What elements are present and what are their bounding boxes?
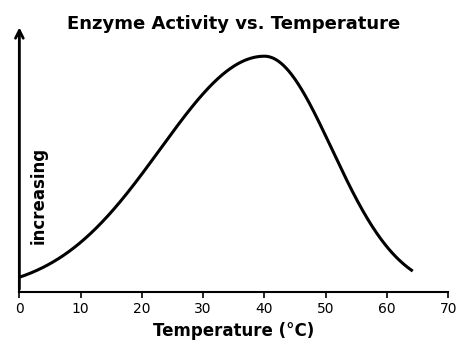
Title: Enzyme Activity vs. Temperature: Enzyme Activity vs. Temperature bbox=[67, 15, 400, 33]
Text: increasing: increasing bbox=[29, 147, 47, 244]
X-axis label: Temperature (°C): Temperature (°C) bbox=[153, 322, 314, 340]
